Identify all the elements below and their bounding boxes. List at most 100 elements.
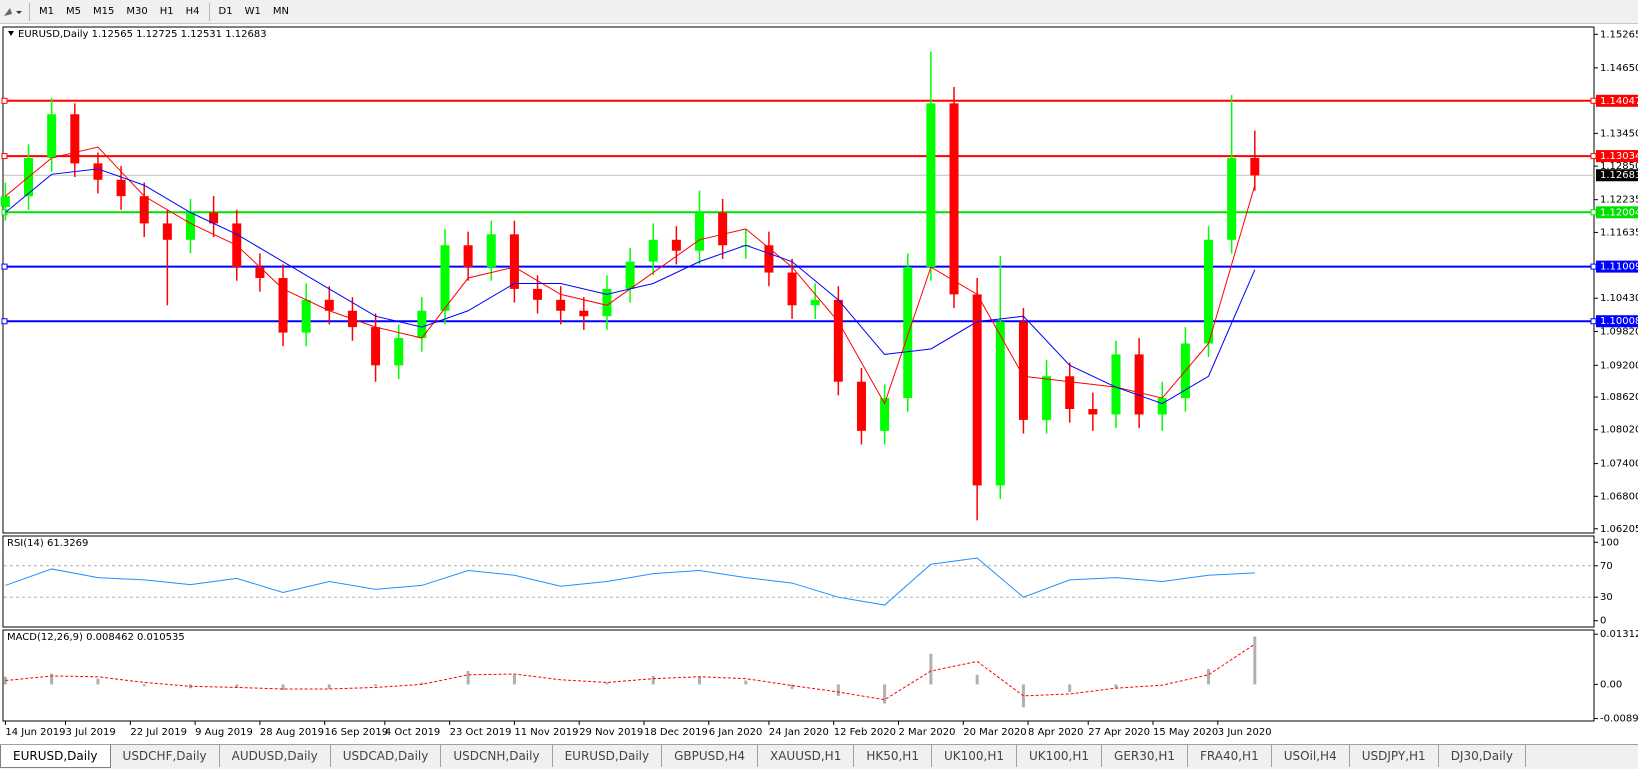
- candle-body: [833, 299, 843, 382]
- x-tick-label: 28 Aug 2019: [260, 727, 324, 738]
- candle-body: [718, 212, 728, 246]
- timeframe-button[interactable]: M15: [93, 5, 115, 17]
- candle-body: [509, 234, 519, 289]
- panel-frame: [2, 629, 1595, 722]
- y-tick-label: 1.11635: [1600, 227, 1638, 238]
- chart-tab[interactable]: GBPUSD,H4: [662, 745, 758, 767]
- x-tick-label: 20 Mar 2020: [963, 727, 1026, 738]
- timeframe-button[interactable]: W1: [244, 5, 261, 17]
- y-tick-label: 1.15265: [1600, 29, 1638, 40]
- chart-tab[interactable]: USDCHF,Daily: [111, 745, 220, 767]
- y-tick-label: 70: [1600, 561, 1613, 572]
- candle-body: [301, 299, 311, 333]
- chart-tab[interactable]: DJ30,Daily: [1439, 745, 1526, 767]
- x-tick-label: 11 Nov 2019: [514, 727, 578, 738]
- level-label: 1.14047: [1600, 96, 1638, 107]
- y-tick-label: 1.13450: [1600, 128, 1638, 139]
- candle-body: [671, 239, 681, 251]
- level-handle: [1, 318, 8, 325]
- candle-body: [533, 288, 543, 300]
- candle-body: [903, 267, 913, 399]
- toolbar-icon[interactable]: [0, 2, 26, 22]
- x-tick-label: 2 Mar 2020: [898, 727, 955, 738]
- candle-body: [139, 196, 149, 224]
- y-tick-label: 1.09200: [1600, 360, 1638, 371]
- chart-tab[interactable]: UK100,H1: [1017, 745, 1103, 767]
- timeframe-button[interactable]: MN: [272, 5, 289, 17]
- candle-body: [486, 234, 496, 268]
- separator: [29, 2, 30, 21]
- chart-tab[interactable]: HK50,H1: [854, 745, 932, 767]
- y-tick-label: 30: [1600, 592, 1613, 603]
- chart: EURUSD,Daily 1.12565 1.12725 1.12531 1.1…: [0, 24, 1638, 744]
- candle-body: [810, 299, 820, 306]
- chart-tab[interactable]: USDCAD,Daily: [331, 745, 442, 767]
- panel-title: RSI(14) 61.3269: [7, 538, 88, 549]
- chart-tab[interactable]: EURUSD,Daily: [0, 745, 111, 768]
- x-tick-label: 8 Apr 2020: [1028, 727, 1083, 738]
- x-tick-label: 27 Apr 2020: [1088, 727, 1150, 738]
- level-handle: [1590, 318, 1597, 325]
- candle-body: [880, 398, 890, 431]
- chart-tab[interactable]: AUDUSD,Daily: [220, 745, 331, 767]
- x-tick-label: 16 Sep 2019: [325, 727, 388, 738]
- timeframe-button[interactable]: M1: [39, 5, 54, 17]
- chart-tab[interactable]: EURUSD,Daily: [553, 745, 663, 767]
- chart-tab[interactable]: USOil,H4: [1272, 745, 1350, 767]
- level-handle: [1, 97, 8, 104]
- y-tick-label: 1.07400: [1600, 459, 1638, 470]
- candle-body: [556, 299, 566, 311]
- y-tick-label: 1.08020: [1600, 425, 1638, 436]
- y-tick-label: 1.10430: [1600, 293, 1638, 304]
- timeframe-button[interactable]: M5: [66, 5, 81, 17]
- chart-tab[interactable]: GER30,H1: [1102, 745, 1188, 767]
- chart-tab[interactable]: USDJPY,H1: [1350, 745, 1439, 767]
- panel-title: EURUSD,Daily 1.12565 1.12725 1.12531 1.1…: [18, 29, 267, 40]
- candle-body: [1111, 354, 1121, 415]
- level-label: 1.13034: [1600, 151, 1638, 162]
- timeframe-button[interactable]: H4: [185, 5, 200, 17]
- candle-body: [695, 212, 705, 251]
- x-tick-label: 3 Jul 2019: [66, 727, 116, 738]
- candle-body: [579, 310, 589, 317]
- timeframe-button[interactable]: M30: [126, 5, 148, 17]
- chart-tabs: EURUSD,Daily USDCHF,Daily AUDUSD,Daily USDC…: [0, 744, 1638, 769]
- candle-body: [856, 381, 866, 431]
- candle-body: [209, 212, 219, 224]
- candle-body: [1250, 157, 1260, 176]
- y-tick-label: 1.12235: [1600, 195, 1638, 206]
- level-handle: [1, 153, 8, 160]
- chart-tab[interactable]: UK100,H1: [932, 745, 1017, 767]
- candle-body: [417, 310, 427, 339]
- candle-body: [926, 103, 936, 268]
- y-tick-label: -0.008933: [1600, 714, 1638, 725]
- separator: [208, 2, 210, 21]
- candle-body: [440, 245, 450, 311]
- candle-body: [949, 103, 959, 295]
- chart-tab[interactable]: FRA40,H1: [1188, 745, 1272, 767]
- level-handle: [1, 209, 8, 216]
- candle-body: [1088, 408, 1098, 415]
- level-label: 1.10008: [1600, 316, 1638, 327]
- level-handle: [1590, 153, 1597, 160]
- level-label-box: [1596, 315, 1638, 328]
- x-tick-label: 15 May 2020: [1153, 727, 1218, 738]
- timeframe-button[interactable]: H1: [159, 5, 174, 17]
- candle-body: [0, 196, 10, 208]
- timeframe-button[interactable]: D1: [218, 5, 233, 17]
- level-label: 1.12004: [1600, 207, 1638, 218]
- x-tick-label: 22 Jul 2019: [130, 727, 187, 738]
- candle-body: [787, 272, 797, 306]
- candle-body: [1065, 376, 1075, 409]
- panel-title: MACD(12,26,9) 0.008462 0.010535: [7, 632, 185, 643]
- candle-body: [93, 163, 103, 180]
- x-tick-label: 9 Aug 2019: [195, 727, 253, 738]
- chart-tab[interactable]: USDCNH,Daily: [441, 745, 553, 767]
- candle-body: [463, 245, 473, 268]
- chart-tab[interactable]: XAUUSD,H1: [758, 745, 855, 767]
- x-tick-label: 29 Nov 2019: [579, 727, 643, 738]
- level-handle: [1590, 209, 1597, 216]
- y-tick-label: 1.06800: [1600, 491, 1638, 502]
- candle-body: [162, 223, 172, 240]
